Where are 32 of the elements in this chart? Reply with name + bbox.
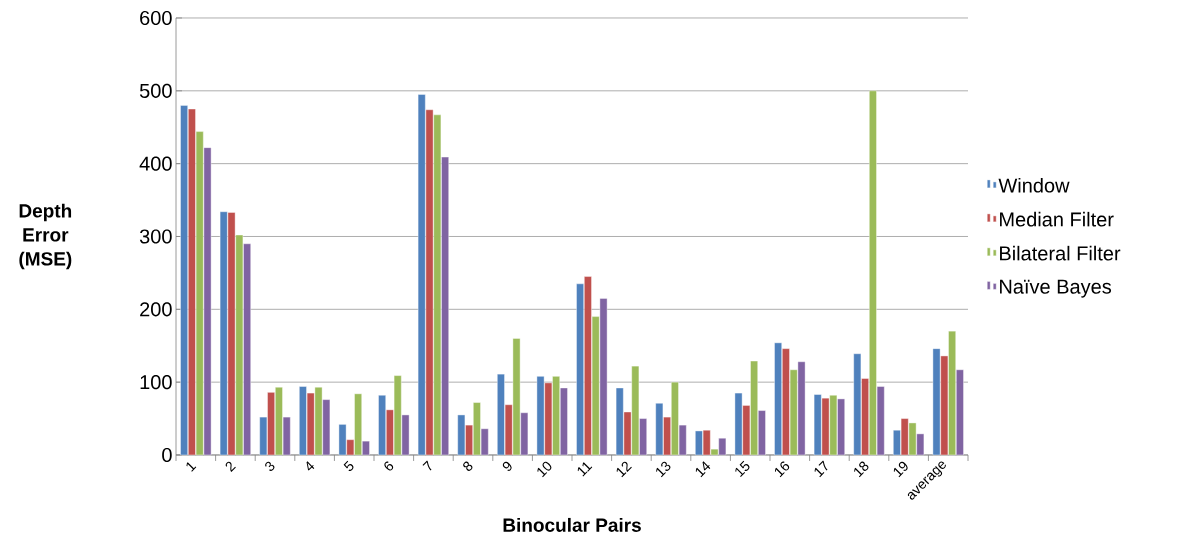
x-tick-label: 2	[225, 461, 236, 472]
x-axis-title: Binocular Pairs	[503, 517, 641, 532]
legend-label: Window	[998, 177, 1070, 193]
y-tick-label: 500	[139, 83, 172, 98]
x-tick-label: 18	[854, 461, 869, 478]
x-tick-label: 4	[306, 461, 315, 471]
x-tick-label: 9	[502, 461, 512, 471]
x-tick-label: 16	[774, 461, 790, 478]
x-tick-label: 14	[695, 461, 711, 478]
x-tick-label: 1	[186, 462, 197, 472]
y-tick-label: 300	[139, 229, 172, 244]
y-tick-label: 400	[139, 156, 172, 171]
x-tick-label: 11	[577, 462, 593, 477]
legend-label: Naïve Bayes	[1000, 279, 1112, 298]
x-tick-label: 8	[463, 461, 473, 471]
y-tick-label: 600	[140, 10, 172, 26]
x-tick-label: 13	[656, 461, 671, 478]
x-tick-label: 15	[735, 460, 750, 478]
x-tick-label: 6	[384, 461, 394, 471]
legend-label: Median Filter	[1000, 211, 1114, 227]
x-tick-label: 12	[616, 461, 632, 478]
x-tick-label: 10	[537, 461, 552, 478]
x-tick-label: 7	[422, 460, 432, 471]
x-tick-label: 3	[265, 461, 275, 471]
x-tick-label: 17	[814, 460, 828, 478]
x-tick-label: 5	[343, 460, 354, 471]
y-axis-title: Depth Error (MSE)	[19, 203, 72, 270]
y-tick-label: 100	[140, 375, 172, 390]
x-tick-label: 19	[893, 461, 908, 478]
legend-label: Bilateral Filter	[1000, 245, 1121, 261]
y-tick-label: 0	[162, 447, 172, 463]
y-tick-label: 200	[140, 302, 172, 317]
